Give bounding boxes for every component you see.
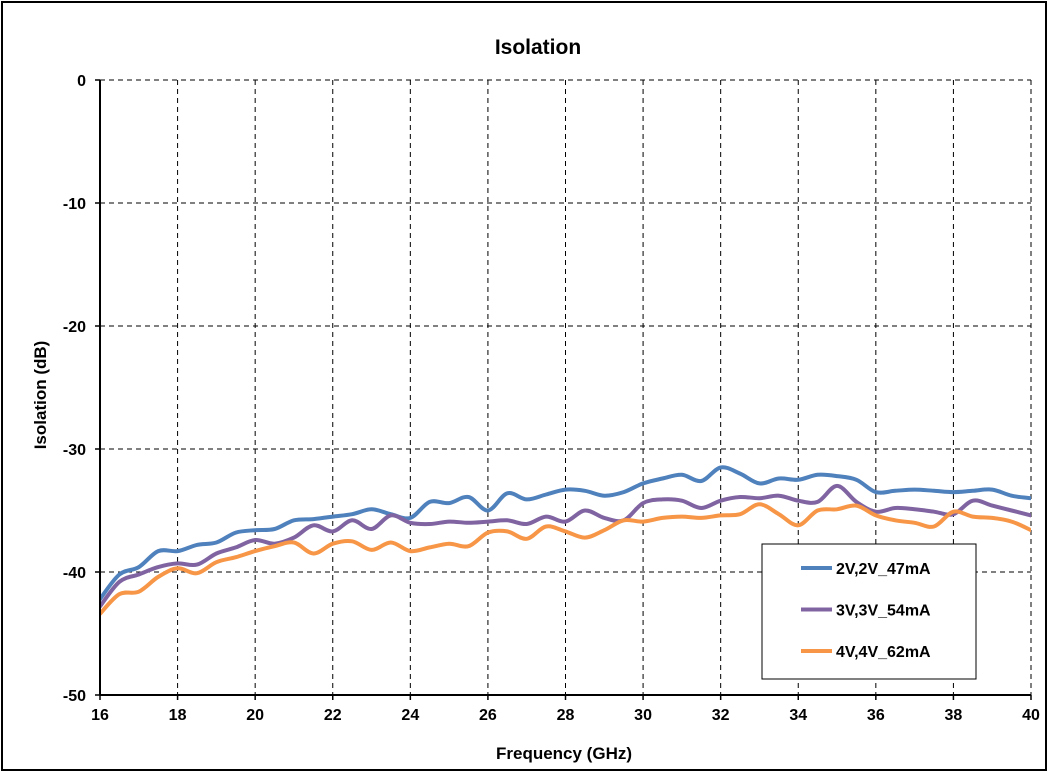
- grid: [100, 79, 1032, 695]
- x-tick-label: 22: [324, 707, 342, 724]
- legend-label-1: 2V,2V_47mA: [836, 561, 931, 578]
- x-tick-label: 38: [945, 707, 963, 724]
- axes: [95, 79, 1032, 700]
- y-tick-label: 0: [77, 73, 86, 90]
- y-axis-title: Isolation (dB): [31, 341, 50, 450]
- x-tick-label: 40: [1022, 707, 1040, 724]
- x-tick-label: 34: [789, 707, 807, 724]
- x-tick-label: 18: [169, 707, 187, 724]
- series-line-1: [100, 465, 1031, 602]
- legend-label-3: 4V,4V_62mA: [836, 644, 931, 661]
- series-line-3: [100, 502, 1031, 616]
- x-axis-title: Frequency (GHz): [496, 744, 632, 763]
- legend-label-2: 3V,3V_54mA: [836, 603, 931, 620]
- y-tick-label: -30: [63, 442, 86, 459]
- y-tick-labels: 0 -10 -20 -30 -40 -50: [63, 73, 86, 705]
- series-layer: [100, 465, 1031, 616]
- legend: 2V,2V_47mA 3V,3V_54mA 4V,4V_62mA: [761, 543, 977, 680]
- x-tick-label: 20: [246, 707, 264, 724]
- x-tick-label: 16: [91, 707, 109, 724]
- x-tick-label: 36: [867, 707, 885, 724]
- chart: Isolation 16 18 20 22 24 26 28 30 32 34 36 38 40 0 -1…: [31, 36, 1040, 763]
- x-tick-label: 28: [557, 707, 575, 724]
- y-tick-label: -10: [63, 196, 86, 213]
- x-tick-labels: 16 18 20 22 24 26 28 30 32 34 36 38 40: [91, 707, 1040, 724]
- chart-title: Isolation: [495, 36, 581, 59]
- y-tick-label: -50: [63, 688, 86, 705]
- y-tick-label: -20: [63, 319, 86, 336]
- legend-box: [761, 543, 977, 680]
- x-tick-label: 30: [634, 707, 652, 724]
- x-tick-label: 26: [479, 707, 497, 724]
- x-tick-label: 32: [712, 707, 730, 724]
- y-tick-label: -40: [63, 565, 86, 582]
- series-line-2: [100, 483, 1031, 609]
- x-tick-label: 24: [401, 707, 419, 724]
